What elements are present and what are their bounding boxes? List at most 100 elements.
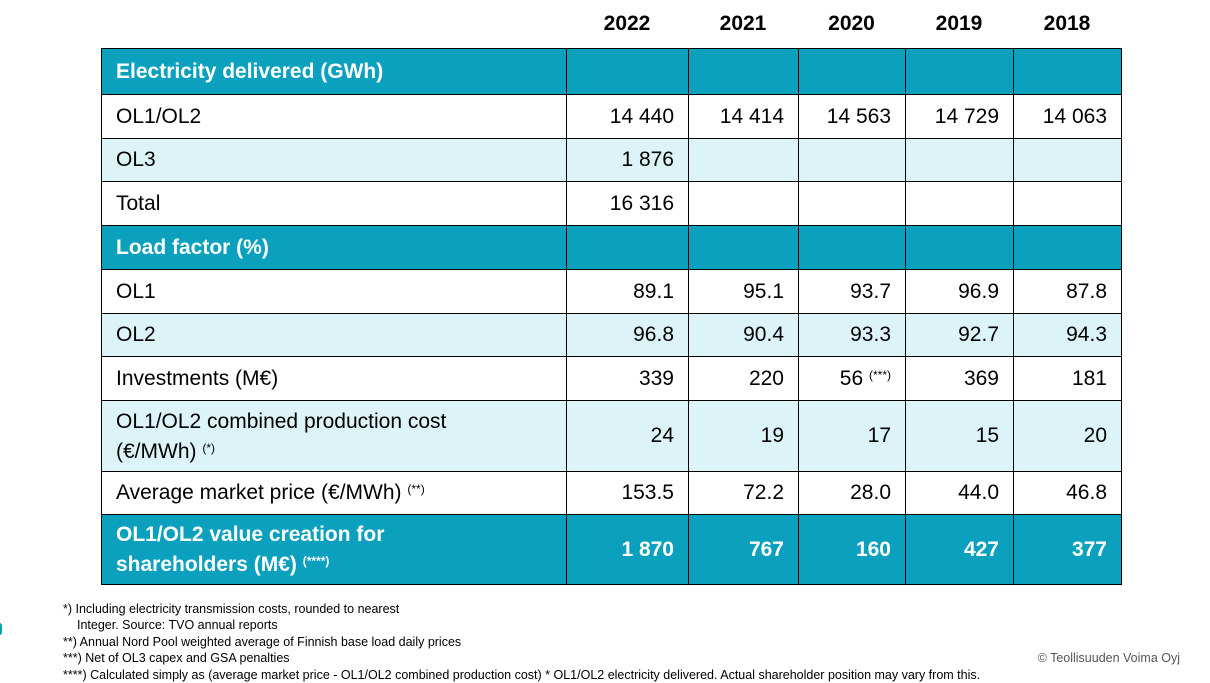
row-label-line1: OL1/OL2 value creation for [116, 523, 385, 546]
table-row-production-cost: OL1/OL2 combined production cost (€/MWh)… [101, 400, 1122, 472]
copyright-notice: © Teollisuuden Voima Oyj [1037, 651, 1180, 665]
cell-value: 377 [1013, 514, 1122, 585]
cell-value: 19 [688, 400, 799, 472]
cell-value: 93.7 [798, 269, 906, 314]
table-row-total: Total 16 316 [101, 181, 1122, 226]
cell-value: 1 876 [566, 138, 689, 182]
edge-marker [0, 623, 2, 635]
cell-value: 160 [798, 514, 906, 585]
cell-value: 87.8 [1013, 269, 1122, 314]
cell-empty [1013, 225, 1122, 270]
cell-value: 44.0 [905, 471, 1014, 515]
cell-value: 339 [566, 356, 689, 401]
cell-value: 46.8 [1013, 471, 1122, 515]
cell-value: 1 870 [566, 514, 689, 585]
table-row-ol3-delivered: OL3 1 876 [101, 138, 1122, 182]
cell-value: 427 [905, 514, 1014, 585]
table-row-ol2-load: OL2 96.8 90.4 93.3 92.7 94.3 [101, 313, 1122, 357]
row-label: Average market price (€/MWh) (**) [101, 471, 567, 515]
footnote-marker: (****) [302, 554, 330, 568]
cell-value: 17 [798, 400, 906, 472]
cell-value: 15 [905, 400, 1014, 472]
row-label-line1: OL1/OL2 combined production cost [116, 409, 447, 433]
cell-value: 14 440 [566, 94, 689, 139]
cell-empty [798, 225, 906, 270]
cell-value: 14 729 [905, 94, 1014, 139]
cell-empty [905, 48, 1014, 95]
cell-value: 767 [688, 514, 799, 585]
cell-empty [688, 225, 799, 270]
cell-value: 72.2 [688, 471, 799, 515]
year-header-2021: 2021 [719, 12, 767, 35]
cell-value: 56 [839, 366, 864, 390]
table-row-ol1ol2-delivered: OL1/OL2 14 440 14 414 14 563 14 729 14 0… [101, 94, 1122, 139]
year-header-2018: 2018 [1043, 12, 1091, 35]
year-header-2020: 2020 [828, 12, 875, 35]
footnote-1-cont: Integer. Source: TVO annual reports [77, 618, 278, 633]
row-label: Investments (M€) [101, 356, 567, 401]
row-label: OL1/OL2 combined production cost (€/MWh)… [101, 400, 567, 472]
cell-value: 93.3 [798, 313, 906, 357]
cell-value: 153.5 [566, 471, 689, 515]
cell-empty [688, 48, 799, 95]
footnote-marker: (*) [202, 440, 216, 455]
cell-value: 96.8 [566, 313, 689, 357]
cell-empty [1013, 48, 1122, 95]
cell-empty [566, 48, 689, 95]
cell-value: 96.9 [905, 269, 1014, 314]
row-label: OL1/OL2 [101, 94, 567, 139]
cell-value [1013, 181, 1122, 226]
table-row-ol1-load: OL1 89.1 95.1 93.7 96.9 87.8 [101, 269, 1122, 314]
footnote-4: ****) Calculated simply as (average mark… [63, 667, 981, 682]
row-label-line2: shareholders (M€) [116, 553, 297, 576]
cell-value [1013, 138, 1122, 182]
cell-value: 92.7 [905, 313, 1014, 357]
section-title-load-factor: Load factor (%) [101, 225, 567, 270]
cell-value [798, 138, 906, 182]
row-label: OL1/OL2 value creation for shareholders … [101, 514, 567, 585]
cell-value: 369 [905, 356, 1014, 401]
row-label: OL1 [101, 269, 567, 314]
cell-value [688, 181, 799, 226]
footnote-marker: (**) [407, 482, 425, 496]
cell-value: 14 063 [1013, 94, 1122, 139]
cell-value: 94.3 [1013, 313, 1122, 357]
results-table: Electricity delivered (GWh) OL1/OL2 14 4… [101, 48, 1122, 585]
row-label: OL3 [101, 138, 567, 182]
cell-value: 28.0 [798, 471, 906, 515]
table-row-value-creation: OL1/OL2 value creation for shareholders … [101, 514, 1122, 585]
footnote-2: **) Annual Nord Pool weighted average of… [63, 634, 462, 649]
footnote-3: ***) Net of OL3 capex and GSA penalties [63, 651, 290, 666]
cell-value: 14 414 [688, 94, 799, 139]
cell-value: 24 [566, 400, 689, 472]
row-label: Total [101, 181, 567, 226]
footnote-marker: (***) [868, 367, 891, 382]
row-label-line2: (€/MWh) [116, 439, 197, 463]
table-row-investments: Investments (M€) 339 220 56 (***) 369 18… [101, 356, 1122, 401]
cell-value: 90.4 [688, 313, 799, 357]
cell-value: 220 [688, 356, 799, 401]
cell-value-with-note: 56 (***) [798, 356, 906, 401]
cell-value: 16 316 [566, 181, 689, 226]
cell-value: 95.1 [688, 269, 799, 314]
cell-value: 89.1 [566, 269, 689, 314]
cell-empty [905, 225, 1014, 270]
cell-empty [566, 225, 689, 270]
year-header-2019: 2019 [935, 12, 983, 35]
table-row-market-price: Average market price (€/MWh) (**) 153.5 … [101, 471, 1122, 515]
cell-value: 181 [1013, 356, 1122, 401]
cell-value [905, 138, 1014, 182]
footnotes: *) Including electricity transmission co… [63, 601, 980, 683]
year-header-2022: 2022 [603, 12, 651, 35]
section-row-electricity: Electricity delivered (GWh) [101, 48, 1122, 95]
row-label: OL2 [101, 313, 567, 357]
footnote-1: *) Including electricity transmission co… [63, 602, 400, 616]
year-header: 2022 2021 2020 2019 2018 [0, 12, 1210, 38]
section-row-load-factor: Load factor (%) [101, 225, 1122, 270]
section-title-electricity: Electricity delivered (GWh) [101, 48, 567, 95]
row-label-text: Average market price (€/MWh) [116, 481, 402, 504]
cell-value: 14 563 [798, 94, 906, 139]
cell-value: 20 [1013, 400, 1122, 472]
cell-value [688, 138, 799, 182]
cell-value [798, 181, 906, 226]
